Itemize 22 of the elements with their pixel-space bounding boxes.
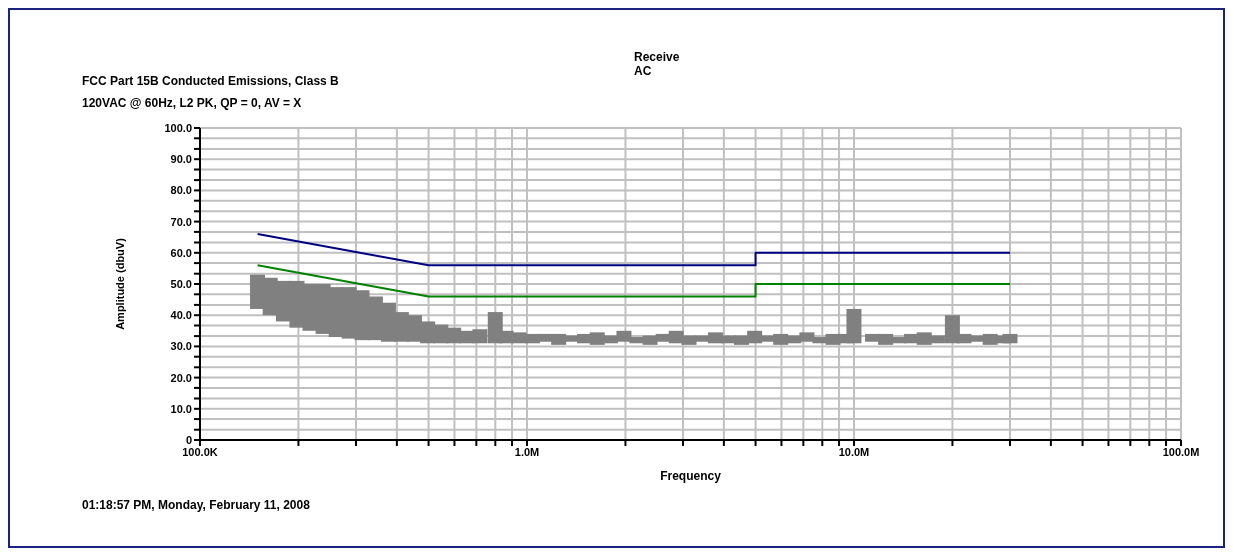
y-tick-label: 90.0 xyxy=(170,153,192,166)
x-tick-label: 100.0M xyxy=(1162,445,1200,458)
y-axis-title: Amplitude (dbuV) xyxy=(113,237,126,330)
text: AC xyxy=(634,64,652,78)
y-tick-label: 80.0 xyxy=(170,184,192,197)
y-tick-label: 40.0 xyxy=(170,309,192,322)
y-tick-label: 10.0 xyxy=(170,402,192,415)
chart-title: FCC Part 15B Conducted Emissions, Class B xyxy=(82,74,339,88)
x-tick-label: 1.0M xyxy=(514,445,540,458)
y-tick-label: 50.0 xyxy=(170,277,192,290)
text: Receive xyxy=(634,50,680,64)
x-tick-label: 10.0M xyxy=(838,445,870,458)
y-tick-label: 30.0 xyxy=(170,340,192,353)
x-axis-title: Frequency xyxy=(660,469,722,483)
y-tick-label: 60.0 xyxy=(170,246,192,259)
chart-subtitle: 120VAC @ 60Hz, L2 PK, QP = 0, AV = X xyxy=(82,96,302,110)
text: 01:18:57 PM, Monday, February 11, 2008 xyxy=(82,498,310,512)
y-tick-label: 0 xyxy=(185,433,192,446)
y-tick-label: 70.0 xyxy=(170,215,192,228)
y-tick-label: 100.0 xyxy=(164,121,192,134)
y-tick-label: 20.0 xyxy=(170,371,192,384)
x-tick-label: 100.0K xyxy=(182,445,218,458)
